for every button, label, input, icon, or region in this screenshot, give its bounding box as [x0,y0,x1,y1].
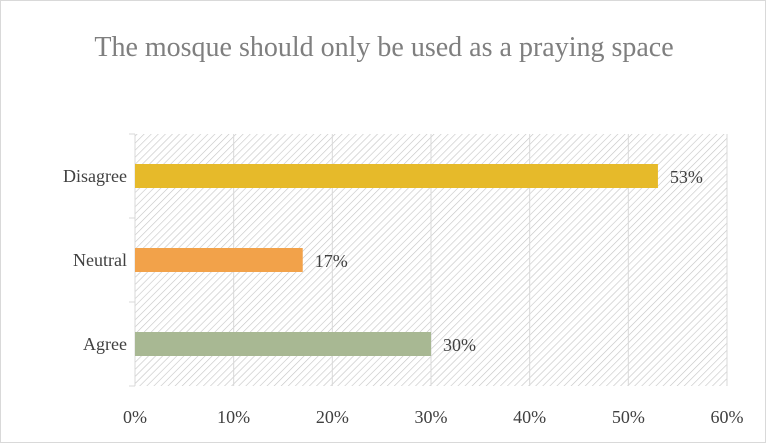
x-tick-label: 60% [711,407,744,427]
data-label: 53% [670,167,703,187]
bar-agree [135,332,431,356]
x-tick-label: 30% [415,407,448,427]
bar-neutral [135,248,303,272]
data-label: 30% [443,335,476,355]
category-labels: Disagree Neutral Agree [63,166,127,354]
chart-title: The mosque should only be used as a pray… [94,32,674,63]
x-tick-label: 50% [612,407,645,427]
x-tick-labels: 0% 10% 20% 30% 40% 50% 60% [123,407,744,427]
axes [129,133,136,387]
category-label: Neutral [73,250,127,270]
x-tick-label: 0% [123,407,147,427]
x-tick-label: 40% [513,407,546,427]
x-tick-label: 10% [217,407,250,427]
data-label: 17% [315,251,348,271]
bars [135,164,658,356]
x-tick-label: 20% [316,407,349,427]
data-labels: 53% 17% 30% [315,167,703,355]
category-label: Agree [83,334,127,354]
bar-disagree [135,164,658,188]
category-label: Disagree [63,166,127,186]
